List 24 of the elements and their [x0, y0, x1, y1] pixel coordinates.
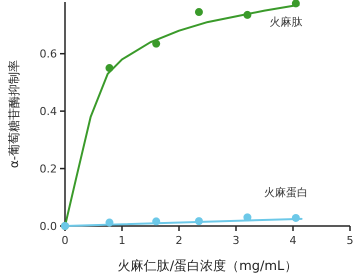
y-tick-label: 0.4 — [40, 105, 57, 118]
point — [292, 0, 300, 8]
y-tick-label: 0.2 — [40, 162, 57, 176]
x-tick-label: 0 — [62, 234, 68, 247]
x-axis-title: 火麻仁肽/蛋白浓度（mg/mL） — [118, 258, 298, 274]
y-axis-title: α-葡萄糖苷酶抑制率 — [7, 60, 21, 168]
point — [105, 64, 114, 72]
point — [243, 213, 252, 222]
series-label: 火麻蛋白 — [264, 186, 308, 199]
y-tick-label: 0.0 — [40, 220, 57, 233]
series-label: 火麻肽 — [269, 15, 302, 28]
point — [152, 217, 160, 226]
point — [152, 40, 160, 48]
x-tick-label: 1 — [118, 234, 126, 247]
x-tick-label: 3 — [232, 234, 240, 247]
x-tick-label: 2 — [176, 234, 182, 247]
x-tick-label: 5 — [346, 234, 354, 247]
point — [292, 214, 300, 222]
x-tick-label: 4 — [290, 234, 296, 247]
point — [194, 8, 203, 16]
y-tick-label: 0.6 — [40, 48, 57, 61]
point — [194, 217, 203, 226]
point — [105, 218, 114, 227]
point — [243, 10, 252, 19]
